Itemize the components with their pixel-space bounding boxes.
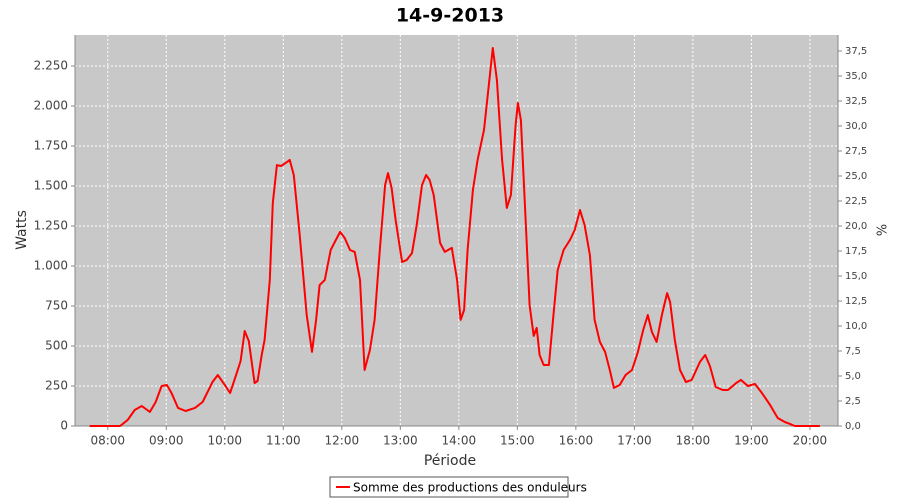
y2-tick-label: 0,0: [845, 421, 861, 432]
y-tick-label: 1.750: [34, 139, 68, 153]
x-tick-label: 20:00: [793, 434, 828, 448]
y-tick-label: 750: [45, 299, 68, 313]
x-tick-label: 19:00: [734, 434, 769, 448]
x-tick-label: 12:00: [325, 434, 360, 448]
y-tick-label: 2.000: [34, 99, 68, 113]
x-tick-label: 13:00: [383, 434, 418, 448]
y2-tick-label: 20,0: [845, 221, 867, 232]
y-tick-label: 250: [45, 379, 68, 393]
y2-tick-label: 25,0: [845, 171, 867, 182]
y2-tick-label: 15,0: [845, 271, 867, 282]
y2-tick-label: 30,0: [845, 121, 867, 132]
legend: [329, 476, 569, 498]
y-axis-label: Watts: [14, 210, 30, 250]
y-tick-label: 500: [45, 339, 68, 353]
x-tick-label: 15:00: [500, 434, 535, 448]
y2-tick-label: 17,5: [845, 246, 867, 257]
y2-tick-label: 22,5: [845, 196, 867, 207]
x-tick-label: 14:00: [442, 434, 477, 448]
y2-tick-label: 27,5: [845, 146, 867, 157]
x-tick-label: 11:00: [266, 434, 301, 448]
x-tick-label: 09:00: [149, 434, 184, 448]
y-tick-label: 1.250: [34, 219, 68, 233]
legend-label: Somme des productions des onduleurs: [353, 481, 587, 495]
y2-tick-label: 2,5: [845, 396, 861, 407]
y-tick-label: 1.500: [34, 179, 68, 193]
y2-tick-label: 12,5: [845, 296, 867, 307]
x-tick-label: 10:00: [207, 434, 242, 448]
y-tick-label: 2.250: [34, 59, 68, 73]
y2-tick-label: 32,5: [845, 96, 867, 107]
data-line: [89, 47, 820, 427]
y2-tick-label: 35,0: [845, 71, 867, 82]
y2-tick-label: 5,0: [845, 371, 861, 382]
x-tick-label: 17:00: [617, 434, 652, 448]
y-tick-label: 1.000: [34, 259, 68, 273]
y2-axis-label: %: [873, 224, 888, 236]
x-tick-label: 18:00: [676, 434, 711, 448]
y2-tick-label: 37,5: [845, 46, 867, 57]
chart-title: 14-9-2013: [396, 5, 504, 27]
x-tick-label: 16:00: [559, 434, 594, 448]
x-tick-label: 08:00: [90, 434, 125, 448]
y2-tick-label: 10,0: [845, 321, 867, 332]
y-tick-label: 0: [60, 419, 68, 433]
plot-area: [75, 35, 838, 426]
y2-tick-label: 7,5: [845, 346, 861, 357]
x-axis-label: Période: [424, 453, 476, 469]
